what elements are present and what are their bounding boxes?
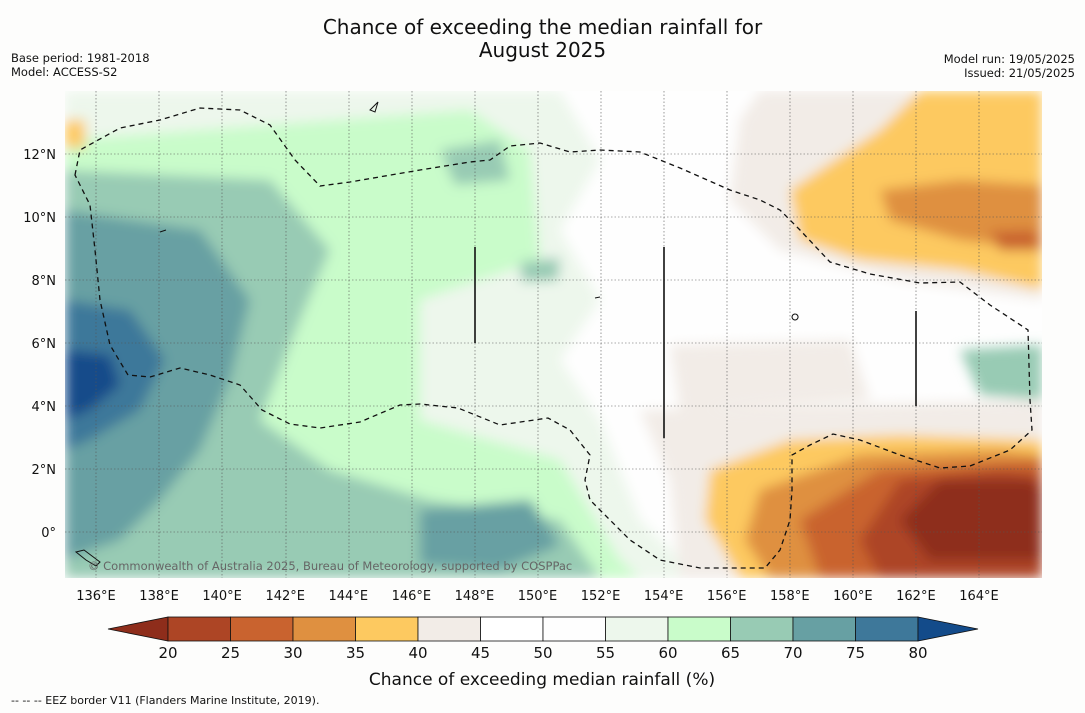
lon-tick-label: 148°E [455,589,495,604]
colorbar-swatch [730,616,794,642]
colorbar-tick-label: 25 [221,644,240,662]
colorbar-swatch [855,616,919,642]
issued-date: Issued: 21/05/2025 [964,66,1075,80]
colorbar-ticks: 20 25 30 35 40 45 50 55 60 65 70 75 80 [158,644,927,662]
colorbar-tick-label: 80 [908,644,927,662]
copyright-text: © Commonwealth of Australia 2025, Bureau… [88,559,572,573]
colorbar-tick-label: 75 [846,644,865,662]
colorbar-swatch [792,616,856,642]
lon-tick-label: 138°E [139,589,179,604]
lat-tick-label: 8°N [32,274,57,289]
colorbar-tick-label: 60 [658,644,677,662]
lat-tick-label: 4°N [32,400,57,415]
model-run: Model run: 19/05/2025 [943,52,1075,66]
colorbar-extend-high [917,616,979,642]
latitude-labels: 12°N 10°N 8°N 6°N 4°N 2°N 0° [23,148,56,541]
eez-border [74,107,1033,569]
colorbar-tick-label: 40 [408,644,427,662]
longitude-labels: 136°E 138°E 140°E 142°E 144°E 146°E 148°E 150°E… [76,589,999,604]
lon-tick-label: 136°E [76,589,116,604]
lon-tick-label: 154°E [644,589,684,604]
lat-tick-label: 6°N [32,337,57,352]
colorbar-extend-low [107,616,169,642]
colorbar-tick-label: 35 [346,644,365,662]
colorbar-swatch [355,616,419,642]
colorbar-swatch [167,616,231,642]
meta-right: Model run: 19/05/2025 Issued: 21/05/2025 [944,52,1075,80]
lon-tick-label: 152°E [581,589,621,604]
meta-left: Base period: 1981-2018 Model: ACCESS-S2 [11,51,150,79]
colorbar-swatch [605,616,669,642]
lon-tick-label: 156°E [707,589,747,604]
colorbar-tick-label: 50 [533,644,552,662]
lon-tick-label: 162°E [896,589,936,604]
lon-tick-label: 150°E [518,589,558,604]
lat-tick-label: 2°N [32,463,57,478]
colorbar [107,616,979,642]
map-area: © Commonwealth of Australia 2025, Bureau… [65,91,1042,578]
colorbar-swatch [417,616,481,642]
lat-tick-label: 10°N [23,211,56,226]
colorbar-swatch [667,616,731,642]
colorbar-swatch [542,616,606,642]
islands [74,101,799,567]
eez-lines [474,247,917,438]
eez-footnote: -- -- -- EEZ border V11 (Flanders Marine… [11,694,320,707]
colorbar-swatch [480,616,544,642]
map-title-line2: August 2025 [478,38,607,62]
colorbar-tick-label: 70 [783,644,802,662]
lon-tick-label: 160°E [833,589,873,604]
colorbar-tick-label: 20 [158,644,177,662]
graticule [65,91,1042,578]
lon-tick-label: 164°E [959,589,999,604]
lat-tick-label: 12°N [23,148,56,163]
colorbar-swatch [230,616,294,642]
colorbar-tick-label: 65 [721,644,740,662]
lat-tick-label: 0° [41,526,56,541]
colorbar-tick-label: 30 [283,644,302,662]
colorbar-label: Chance of exceeding median rainfall (%) [369,670,715,690]
colorbar-tick-label: 45 [471,644,490,662]
map-title-line1: Chance of exceeding the median rainfall … [322,15,763,39]
colorbar-swatch [292,616,356,642]
lon-tick-label: 146°E [392,589,432,604]
lon-tick-label: 158°E [770,589,810,604]
lon-tick-label: 140°E [202,589,242,604]
colorbar-tick-label: 55 [596,644,615,662]
lon-tick-label: 142°E [265,589,305,604]
lon-tick-label: 144°E [329,589,369,604]
model-name: Model: ACCESS-S2 [11,65,118,79]
base-period: Base period: 1981-2018 [11,51,150,65]
